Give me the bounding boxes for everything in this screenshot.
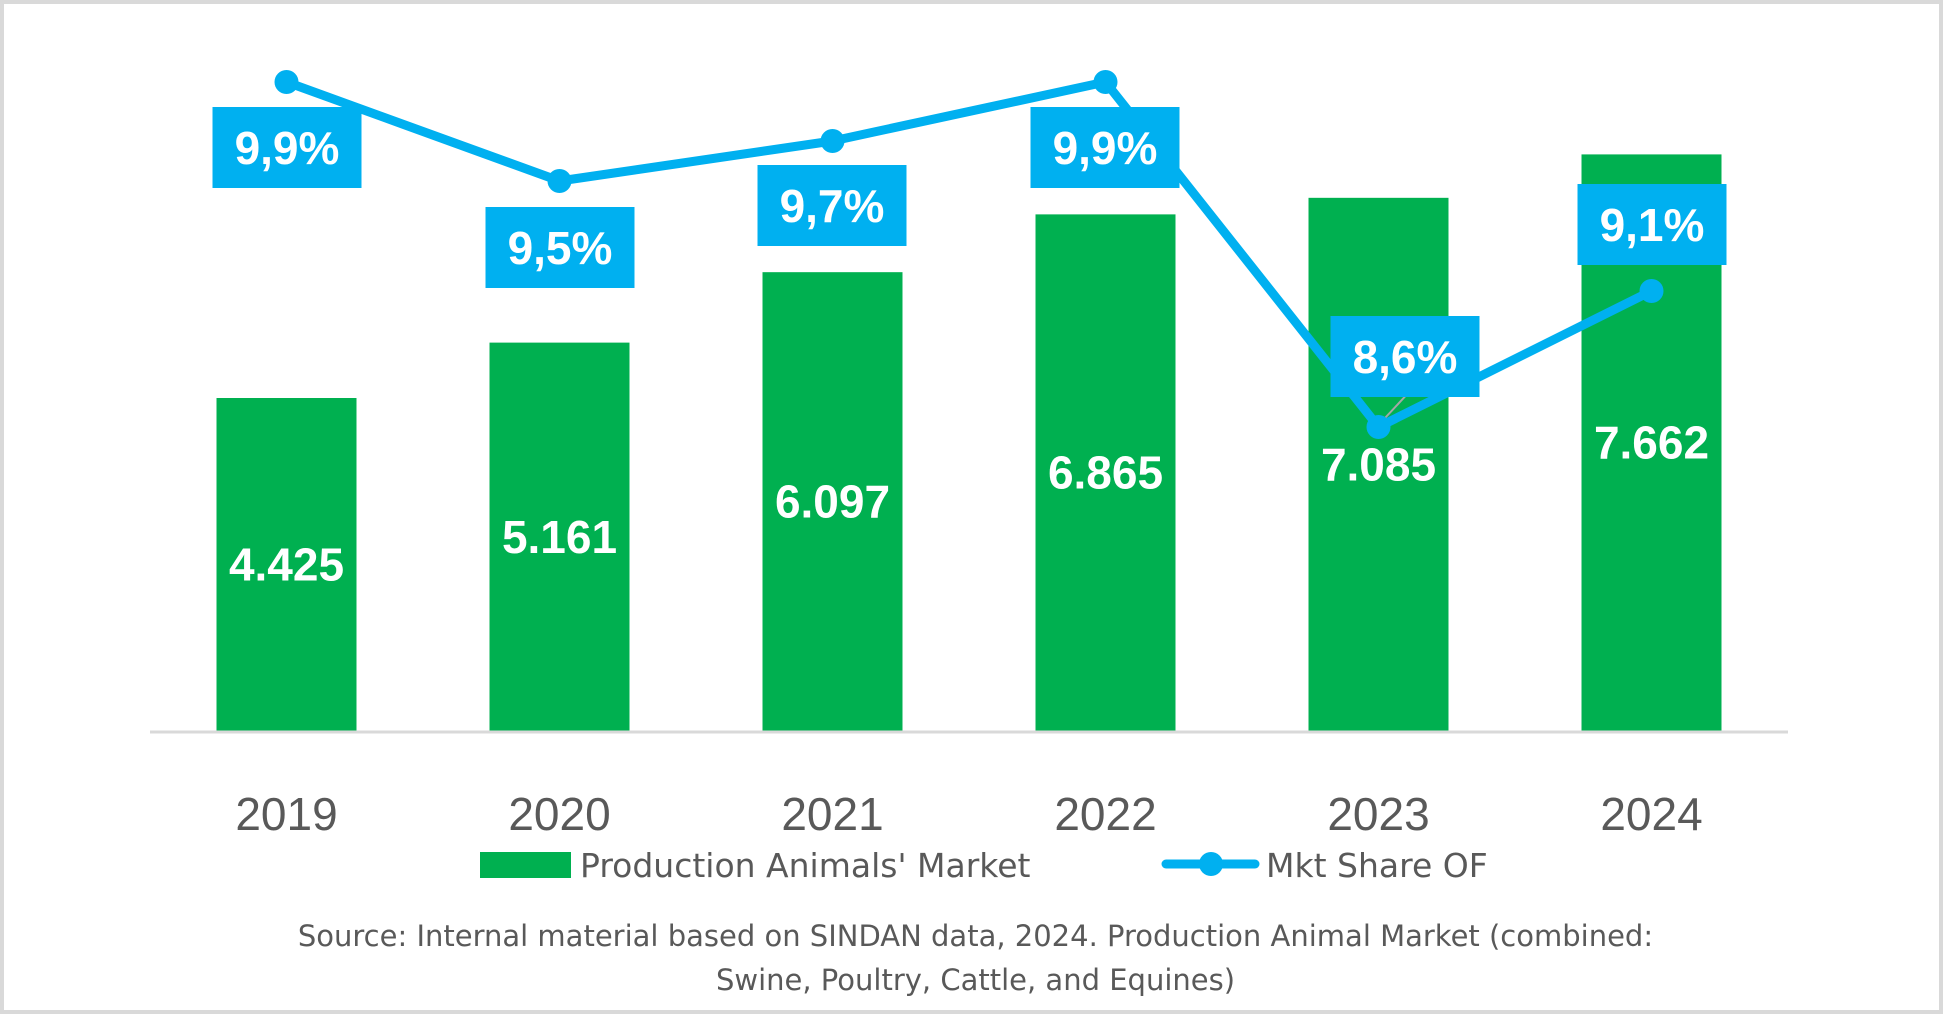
line-value-label-2022: 9,9% xyxy=(1053,122,1158,174)
line-marker-2020 xyxy=(547,169,572,193)
line-marker-2021 xyxy=(820,129,845,153)
line-marker-2022 xyxy=(1093,70,1118,94)
line-series xyxy=(274,70,1664,439)
x-tick-label-2021: 2021 xyxy=(781,788,883,840)
bar-value-label-2024: 7.662 xyxy=(1594,417,1709,469)
bar-value-label-2020: 5.161 xyxy=(502,511,617,563)
legend-bar-swatch xyxy=(480,852,571,878)
line-marker-2024 xyxy=(1639,279,1664,303)
line-value-box-2019 xyxy=(212,107,362,188)
line-value-box-2024 xyxy=(1577,184,1727,265)
bar-value-label-2019: 4.425 xyxy=(229,539,344,591)
x-tick-label-2020: 2020 xyxy=(508,788,610,840)
bar-value-label-2023: 7.085 xyxy=(1321,438,1436,490)
bar-value-label-2021: 6.097 xyxy=(775,476,890,528)
line-value-label-2023: 8,6% xyxy=(1353,331,1458,383)
line-value-box-2020 xyxy=(485,207,635,288)
line-value-box-2023 xyxy=(1330,316,1480,397)
line-value-labels: 9,9% 9,5% 9,7% 9,9% 8,6% 9,1% xyxy=(212,107,1727,397)
line-value-label-2024: 9,1% xyxy=(1600,199,1705,251)
x-tick-label-2024: 2024 xyxy=(1600,788,1702,840)
x-tick-labels: 2019 2020 2021 2022 2023 2024 xyxy=(235,788,1702,840)
x-tick-label-2023: 2023 xyxy=(1327,788,1429,840)
bar-2023 xyxy=(1308,197,1449,731)
legend: Production Animals' Market Mkt Share OF xyxy=(480,846,1488,885)
bar-2021 xyxy=(762,272,903,731)
line-marker-2023 xyxy=(1366,415,1391,439)
x-tick-label-2022: 2022 xyxy=(1054,788,1156,840)
line-marker-2019 xyxy=(274,70,299,94)
bar-value-labels: 4.425 5.161 6.097 6.865 7.085 7.662 xyxy=(229,417,1709,591)
line-value-box-2022 xyxy=(1030,107,1180,188)
legend-bar-label: Production Animals' Market xyxy=(580,846,1031,885)
source-note-line-2: Swine, Poultry, Cattle, and Equines) xyxy=(715,963,1236,997)
bar-2022 xyxy=(1035,214,1176,732)
bar-value-label-2022: 6.865 xyxy=(1048,447,1163,499)
source-note-line-1: Source: Internal material based on SINDA… xyxy=(297,919,1654,953)
bar-2020 xyxy=(489,342,630,731)
bar-2019 xyxy=(216,398,357,731)
line-value-label-2019: 9,9% xyxy=(235,122,340,174)
line-path xyxy=(284,77,1654,432)
line-value-label-2021: 9,7% xyxy=(780,180,885,232)
line-value-label-2020: 9,5% xyxy=(508,222,613,274)
source-note: Source: Internal material based on SINDA… xyxy=(4,914,1943,1002)
legend-line-marker xyxy=(1199,852,1223,876)
line-value-box-2021 xyxy=(757,165,907,246)
x-tick-label-2019: 2019 xyxy=(235,788,337,840)
bar-series xyxy=(216,154,1722,732)
legend-line-label: Mkt Share OF xyxy=(1266,846,1488,885)
